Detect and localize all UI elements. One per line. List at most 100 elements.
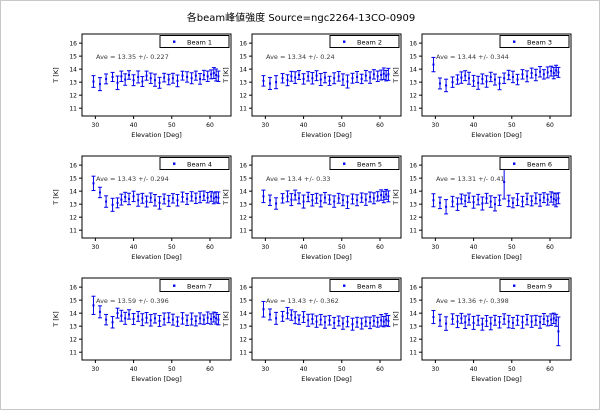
error-bar bbox=[384, 313, 389, 327]
data-point-marker bbox=[516, 319, 519, 322]
data-point-marker bbox=[546, 198, 549, 201]
error-bar bbox=[91, 295, 96, 315]
data-point-marker bbox=[372, 197, 375, 200]
subplot-beam-6: 30 40 50 60 11 12 13 14 15 16 Elevation [Deg] T [K]… bbox=[392, 155, 572, 261]
error-bar bbox=[492, 314, 497, 326]
data-point-marker bbox=[286, 79, 289, 82]
y-axis-label: T [K] bbox=[392, 311, 400, 327]
data-point-marker bbox=[385, 74, 388, 77]
y-tick-label: 13 bbox=[69, 79, 77, 86]
y-tick-label: 11 bbox=[239, 105, 247, 112]
y-tick-label: 15 bbox=[239, 175, 247, 182]
error-bar bbox=[306, 71, 311, 82]
error-bar bbox=[175, 74, 180, 88]
error-bar bbox=[466, 192, 471, 203]
data-point-marker bbox=[521, 200, 524, 203]
data-point-marker bbox=[307, 319, 310, 322]
x-axis-ticks: 30 40 50 60 bbox=[262, 238, 384, 251]
error-bar bbox=[533, 68, 538, 82]
y-axis-ticks: 11 12 13 14 15 16 bbox=[239, 162, 252, 234]
error-bar bbox=[293, 311, 298, 325]
error-bar bbox=[515, 73, 520, 86]
legend-marker-icon bbox=[513, 162, 516, 165]
error-bar bbox=[214, 68, 219, 82]
data-point-marker bbox=[281, 315, 284, 318]
error-bar bbox=[381, 315, 386, 328]
data-point-marker bbox=[176, 79, 179, 82]
data-point-marker bbox=[550, 196, 553, 198]
y-tick-label: 12 bbox=[409, 336, 417, 343]
data-point-marker bbox=[132, 195, 135, 198]
x-axis-label: Elevation [Deg] bbox=[301, 131, 351, 139]
y-tick-label: 16 bbox=[239, 284, 247, 291]
x-tick-label: 30 bbox=[92, 244, 100, 251]
data-point-marker bbox=[137, 315, 140, 318]
error-bar bbox=[538, 66, 543, 78]
legend-label: Beam 9 bbox=[527, 282, 552, 290]
data-point-marker bbox=[489, 75, 492, 78]
x-axis-label: Elevation [Deg] bbox=[301, 253, 351, 261]
error-bar bbox=[115, 75, 120, 91]
data-point-marker bbox=[539, 70, 542, 73]
error-bar bbox=[185, 192, 190, 205]
error-bar bbox=[314, 192, 319, 204]
error-bar bbox=[205, 311, 210, 324]
error-bar bbox=[488, 71, 493, 83]
y-tick-label: 11 bbox=[239, 349, 247, 356]
y-tick-label: 13 bbox=[409, 79, 417, 86]
data-point-marker bbox=[181, 74, 184, 77]
data-point-marker bbox=[516, 198, 519, 201]
data-point-marker bbox=[202, 74, 205, 76]
y-tick-label: 15 bbox=[409, 53, 417, 60]
error-bar bbox=[166, 312, 171, 324]
error-bar bbox=[332, 195, 337, 208]
error-bar bbox=[455, 74, 460, 85]
error-bar bbox=[123, 311, 128, 325]
error-bar bbox=[336, 192, 341, 204]
data-point-marker bbox=[132, 318, 135, 320]
error-bar bbox=[336, 70, 341, 82]
y-axis-ticks: 11 12 13 14 15 16 bbox=[69, 284, 82, 356]
errorbar-series bbox=[431, 310, 561, 347]
y-tick-label: 12 bbox=[239, 92, 247, 99]
data-point-marker bbox=[275, 317, 278, 320]
data-point-marker bbox=[163, 76, 166, 79]
error-bar bbox=[198, 190, 203, 204]
data-point-marker bbox=[268, 313, 271, 316]
average-annotation: Ave = 13.4 +/- 0.33 bbox=[266, 175, 331, 183]
data-point-marker bbox=[546, 319, 549, 322]
data-point-marker bbox=[328, 319, 331, 322]
error-bar bbox=[444, 316, 449, 331]
data-point-marker bbox=[315, 197, 318, 200]
error-bar bbox=[209, 313, 214, 325]
error-bar bbox=[455, 197, 460, 211]
error-bar bbox=[201, 190, 206, 201]
error-bar bbox=[166, 73, 171, 86]
error-bar bbox=[463, 70, 468, 82]
data-point-marker bbox=[262, 79, 265, 82]
legend-box bbox=[499, 279, 570, 292]
error-bar bbox=[355, 70, 360, 83]
error-bar bbox=[355, 316, 360, 328]
error-bar bbox=[152, 194, 157, 207]
error-bar bbox=[386, 67, 391, 81]
error-bar bbox=[152, 73, 157, 87]
data-point-marker bbox=[438, 319, 441, 322]
error-bar bbox=[152, 313, 157, 324]
x-tick-label: 60 bbox=[376, 244, 384, 251]
data-point-marker bbox=[521, 73, 524, 76]
error-bar bbox=[285, 306, 290, 320]
error-bar bbox=[148, 72, 153, 84]
subplot-beam-7: 30 40 50 60 11 12 13 14 15 16 Elevation [Deg] T [K]… bbox=[52, 277, 232, 383]
data-point-marker bbox=[341, 199, 344, 202]
error-bar bbox=[314, 70, 319, 82]
data-point-marker bbox=[294, 194, 297, 197]
error-bar bbox=[205, 191, 210, 204]
error-bar bbox=[510, 316, 515, 329]
error-bar bbox=[506, 194, 511, 208]
axes-frame bbox=[251, 277, 402, 361]
data-point-marker bbox=[472, 201, 475, 204]
error-bar bbox=[533, 314, 538, 326]
error-bar bbox=[322, 315, 327, 329]
